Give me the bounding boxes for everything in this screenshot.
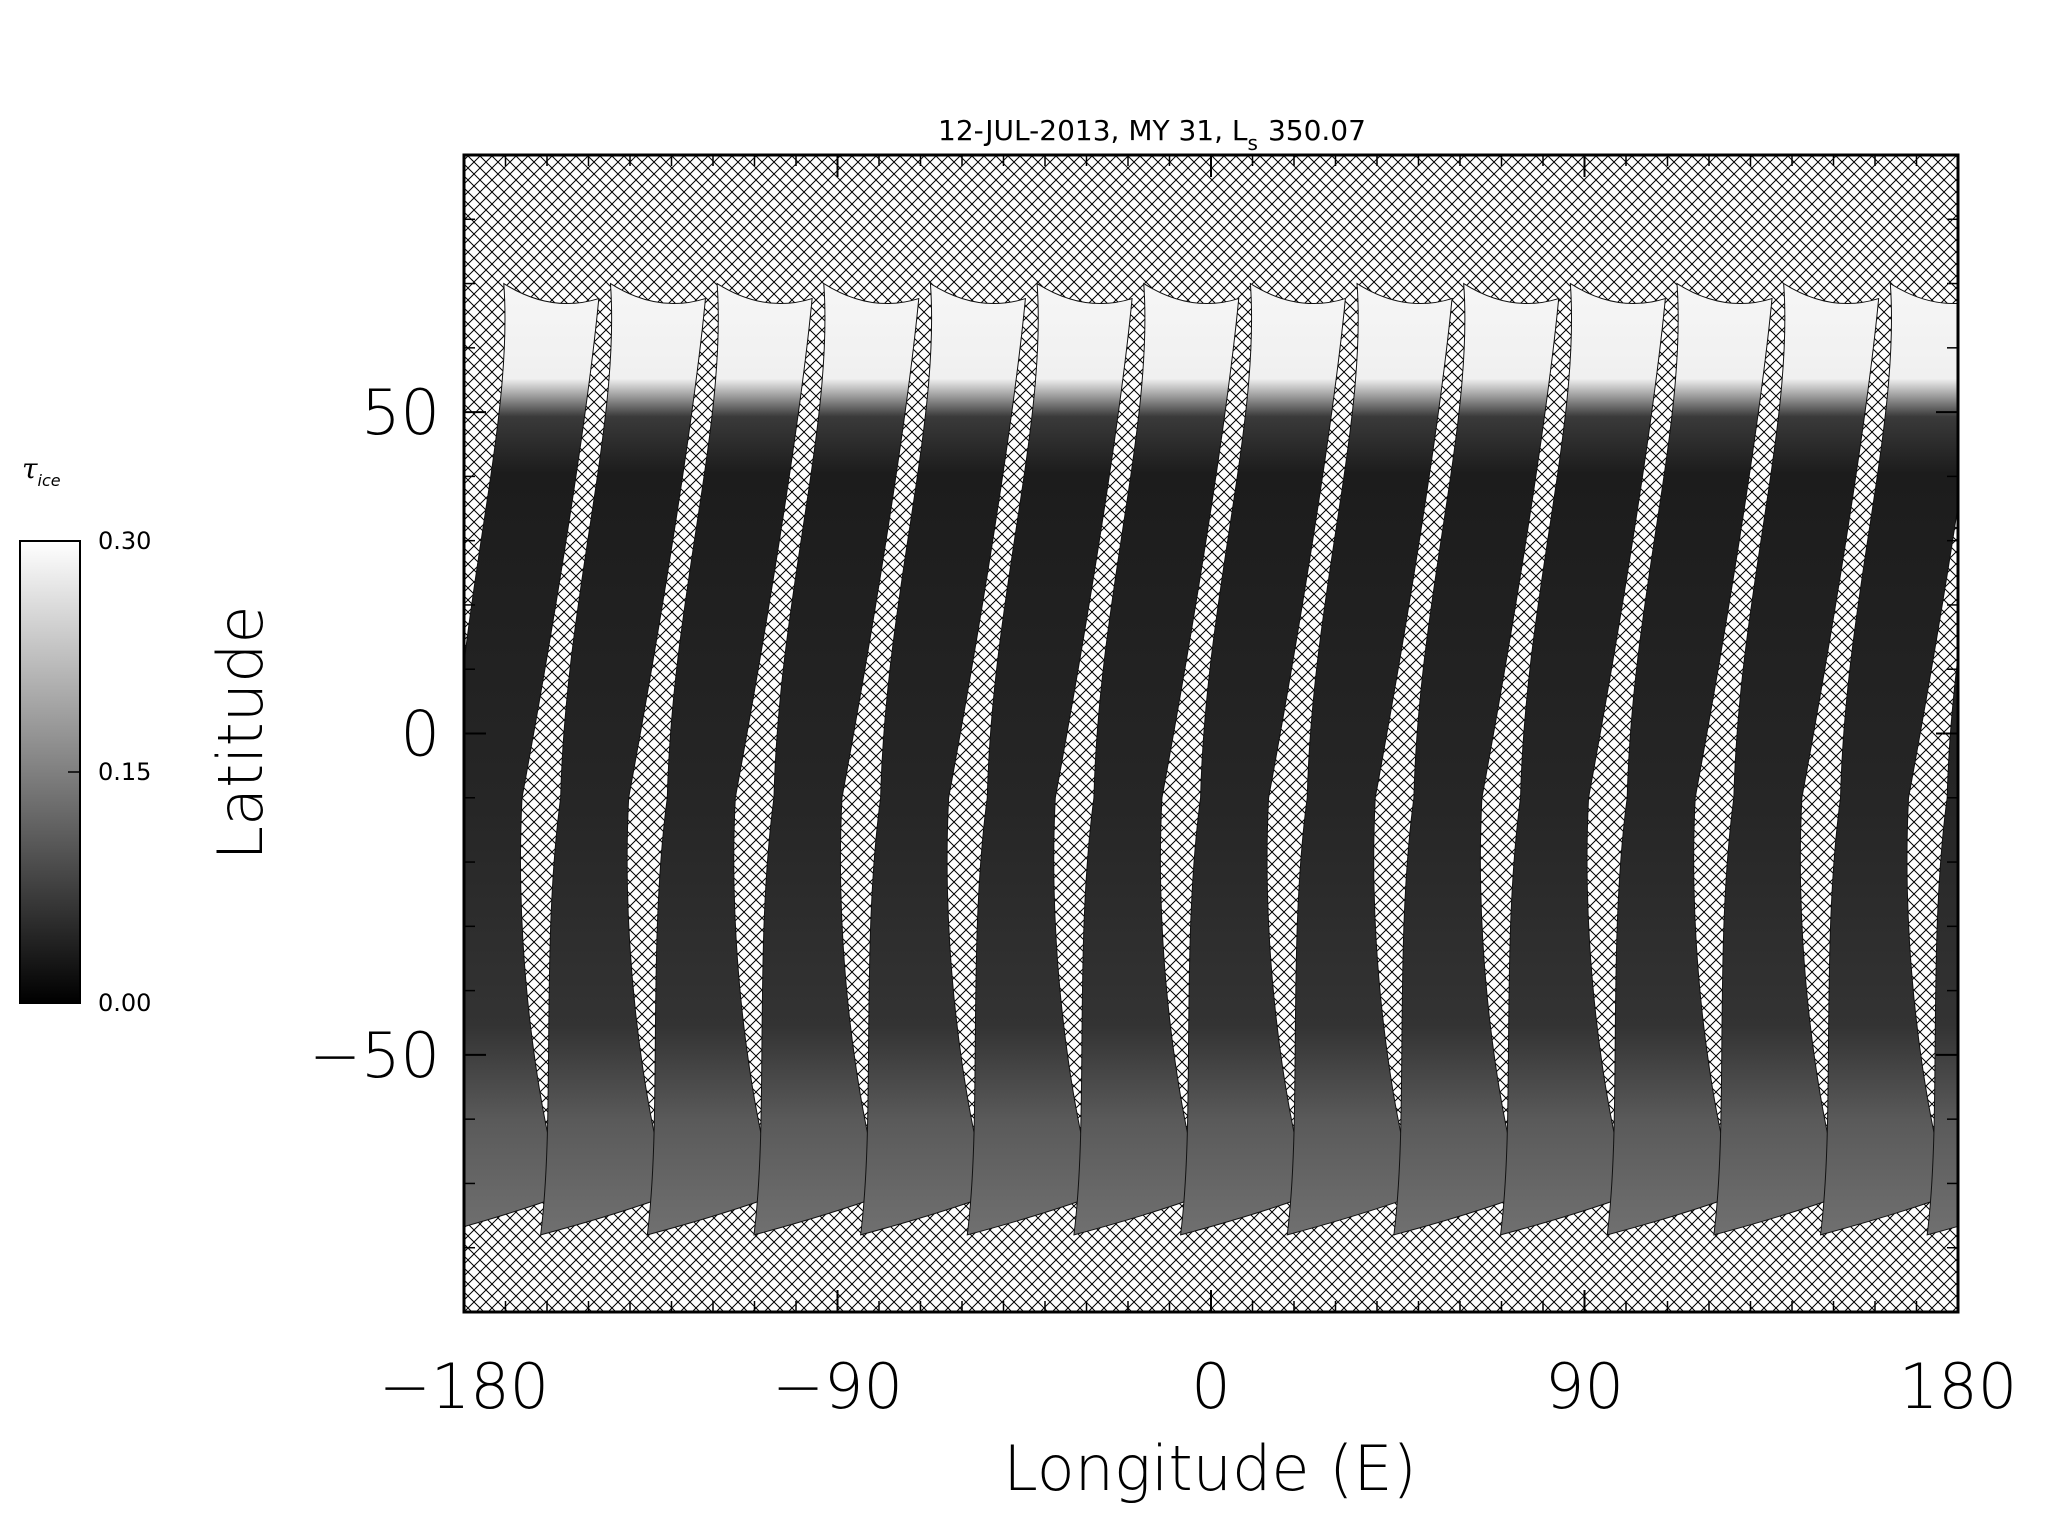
colorbar-tick-label: 0.15 bbox=[98, 758, 151, 786]
x-tick-label: −180 bbox=[379, 1350, 549, 1423]
y-axis-label: Latitude bbox=[204, 605, 277, 860]
x-tick-label: −90 bbox=[772, 1350, 903, 1423]
chart-title: 12-JUL-2013, MY 31, Ls 350.07 bbox=[938, 114, 1366, 155]
x-tick-label: 0 bbox=[1191, 1350, 1230, 1423]
y-tick-label: 50 bbox=[361, 376, 440, 449]
colorbar-tick-label: 0.00 bbox=[98, 989, 151, 1017]
colorbar-title: τice bbox=[22, 452, 61, 490]
colorbar-ticks: 0.30 0.15 0.00 bbox=[68, 527, 151, 1017]
y-tick-label: −50 bbox=[309, 1019, 440, 1092]
colorbar-tick-label: 0.30 bbox=[98, 527, 151, 555]
minor-ticks bbox=[464, 155, 1958, 1312]
orbit-swath bbox=[1926, 652, 1958, 1236]
y-axis-ticks: 50 0 −50 bbox=[309, 376, 1958, 1092]
x-tick-label: 90 bbox=[1545, 1350, 1624, 1423]
orbit-swaths bbox=[464, 282, 1958, 1236]
x-axis-label: Longitude (E) bbox=[1003, 1432, 1416, 1505]
y-tick-label: 0 bbox=[401, 698, 440, 771]
x-axis-ticks: −180 −90 0 90 180 bbox=[379, 155, 2017, 1423]
x-tick-label: 180 bbox=[1899, 1350, 2017, 1423]
